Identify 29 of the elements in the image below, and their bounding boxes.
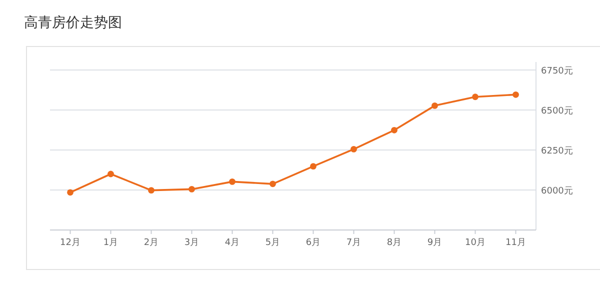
x-tick-label: 11月 — [506, 238, 526, 248]
chart-title: 高青房价走势图 — [24, 14, 122, 30]
x-tick-label: 12月 — [60, 238, 80, 248]
x-tick-label: 5月 — [265, 238, 280, 248]
point — [148, 187, 154, 194]
x-tick-label: 8月 — [386, 238, 402, 248]
y-tick-label: 6250元 — [541, 146, 573, 156]
x-tick-label: 7月 — [346, 238, 362, 248]
x-tick-label: 3月 — [184, 238, 200, 248]
x-tick-label: 1月 — [103, 238, 118, 248]
y-tick-label: 6000元 — [541, 186, 573, 196]
x-tick-label: 10月 — [465, 238, 486, 248]
point — [391, 126, 398, 134]
point — [350, 146, 357, 152]
point — [310, 163, 316, 170]
x-tick-label: 9月 — [427, 238, 442, 248]
y-tick-label: 6750元 — [541, 66, 573, 76]
point — [472, 94, 478, 100]
point — [108, 170, 114, 178]
x-tick-label: 2月 — [144, 238, 159, 248]
point — [432, 102, 438, 109]
point — [229, 178, 236, 185]
x-tick-label: 4月 — [224, 238, 240, 248]
y-tick-label: 6500元 — [541, 106, 573, 116]
point — [67, 189, 74, 196]
point — [512, 91, 519, 98]
x-tick-label: 6月 — [306, 238, 321, 248]
point — [270, 180, 276, 188]
point — [188, 186, 195, 192]
